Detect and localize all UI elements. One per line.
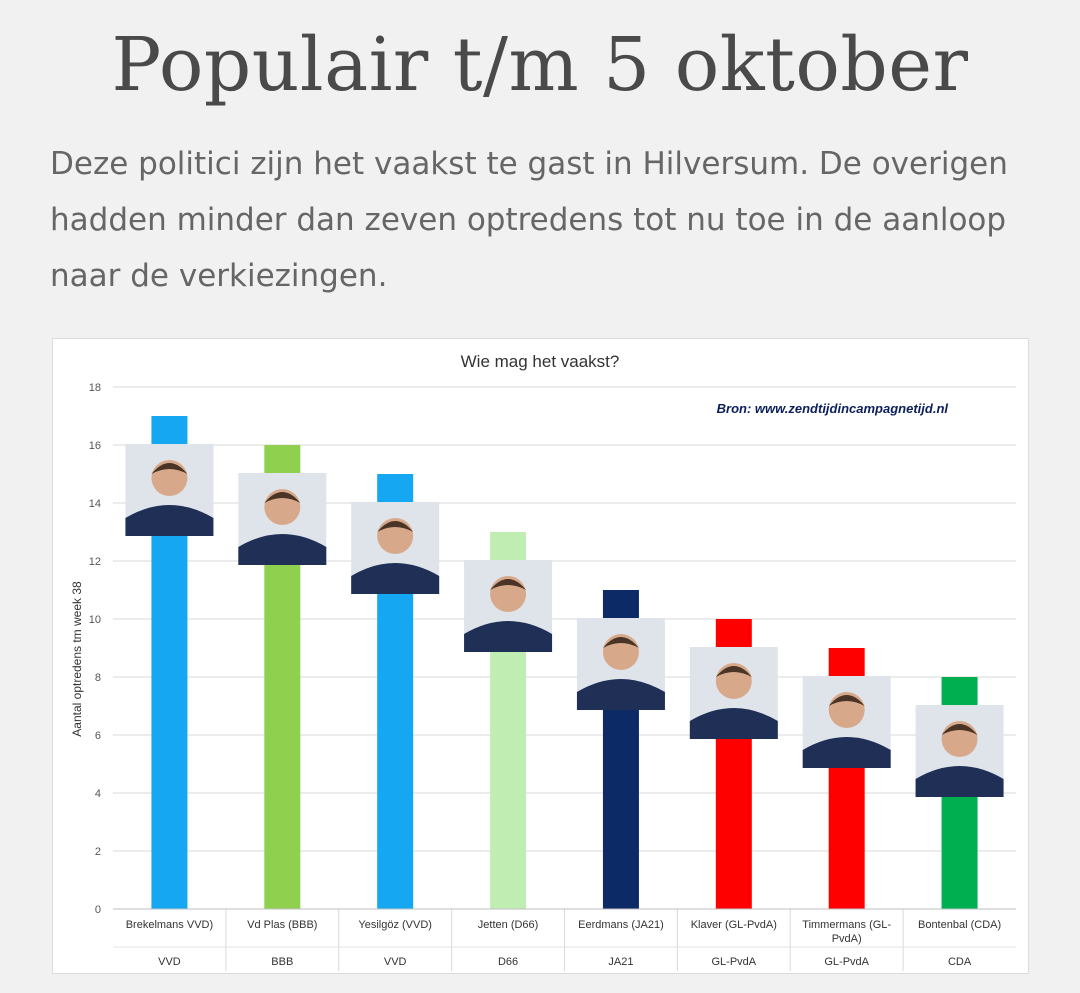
x-group-label: VVD [158,956,181,968]
x-group-label: D66 [498,956,518,968]
y-axis-label: Aantal optredens tm week 38 [70,581,84,737]
y-tick-label: 14 [89,498,101,510]
x-group-label: BBB [271,956,293,968]
y-tick-label: 6 [95,730,101,742]
bar-chart: Wie mag het vaakst? Bron: www.zendtijdin… [70,352,1016,971]
portrait-bontenbal [915,705,1004,797]
portrait-brekelmans [125,444,214,536]
portrait-jetten [464,560,553,652]
y-tick-label: 4 [95,788,101,800]
x-group-label: GL-PvdA [824,956,869,968]
x-tick-label: Timmermans (GL-PvdA) [802,919,891,945]
portrait-eerdmans [576,618,665,710]
x-group-label: CDA [948,956,972,968]
intro-paragraph: Deze politici zijn het vaakst te gast in… [50,146,1008,294]
x-group-label: JA21 [608,956,633,968]
chart-title: Wie mag het vaakst? [461,352,620,371]
y-tick-label: 16 [89,440,101,452]
y-tick-label: 2 [95,846,101,858]
x-tick-label: Vd Plas (BBB) [247,919,317,931]
page-title: Populair t/m 5 oktober [111,22,969,108]
x-tick-label: Bontenbal (CDA) [918,919,1001,931]
chart-card: Wie mag het vaakst? Bron: www.zendtijdin… [52,338,1029,974]
x-tick-label: Jetten (D66) [478,919,539,931]
x-tick-label: Yesilgöz (VVD) [358,919,432,931]
portrait-timmermans [802,676,891,768]
portrait-vd-plas [238,473,327,565]
y-tick-label: 18 [89,382,101,394]
y-tick-label: 10 [89,614,101,626]
y-tick-label: 8 [95,672,101,684]
chart-source: Bron: www.zendtijdincampagnetijd.nl [717,401,949,416]
x-tick-label: Brekelmans VVD) [126,919,213,931]
y-tick-label: 12 [89,556,101,568]
x-group-label: GL-PvdA [711,956,756,968]
y-tick-label: 0 [95,904,101,916]
x-tick-label: Klaver (GL-PvdA) [691,919,777,931]
x-group-label: VVD [384,956,407,968]
portrait-yesilgoz [351,502,440,594]
portrait-klaver [689,647,778,739]
x-tick-label: Eerdmans (JA21) [578,919,664,931]
